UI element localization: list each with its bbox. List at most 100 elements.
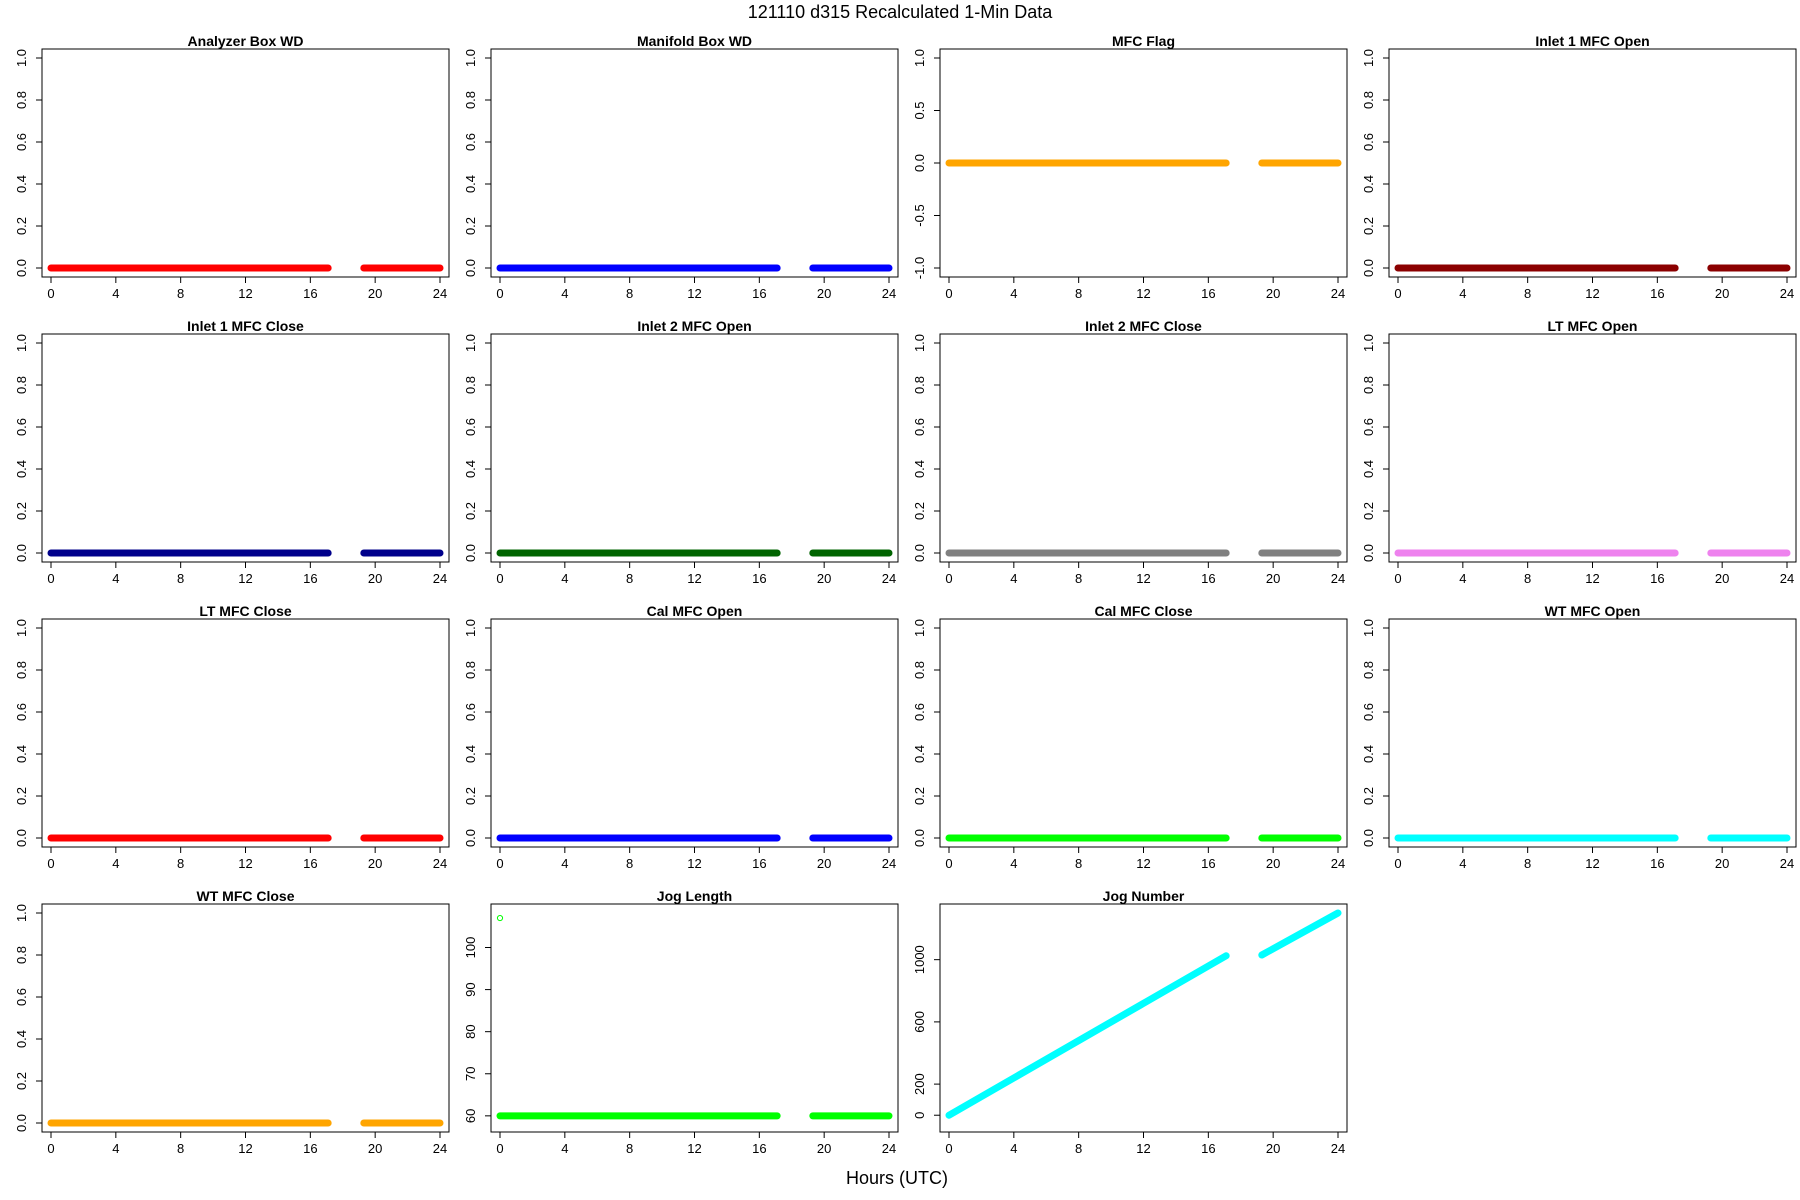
x-tick-label: 4 <box>1459 571 1466 586</box>
panel-title: Analyzer Box WD <box>188 33 304 49</box>
y-tick-label: 0.0 <box>14 829 29 847</box>
panel-title: Inlet 1 MFC Close <box>187 318 304 334</box>
x-tick-label: 4 <box>1459 286 1466 301</box>
x-tick-label: 4 <box>561 856 568 871</box>
x-tick-label: 4 <box>112 286 119 301</box>
y-tick-label: 0.2 <box>912 502 927 520</box>
y-tick-label: 0.8 <box>14 661 29 679</box>
x-tick-label: 8 <box>1075 856 1082 871</box>
y-tick-label: 0.0 <box>14 259 29 277</box>
y-tick-label: 0.8 <box>912 376 927 394</box>
y-tick-label: 0.0 <box>1361 829 1376 847</box>
x-tick-label: 4 <box>561 1141 568 1156</box>
x-tick-label: 20 <box>817 286 831 301</box>
x-tick-label: 8 <box>177 1141 184 1156</box>
x-tick-label: 0 <box>496 571 503 586</box>
y-tick-label: 0.2 <box>1361 502 1376 520</box>
x-tick-label: 4 <box>112 856 119 871</box>
x-tick-label: 0 <box>47 286 54 301</box>
y-tick-label: 0.4 <box>14 1030 29 1048</box>
x-tick-label: 20 <box>817 856 831 871</box>
x-tick-label: 8 <box>1075 571 1082 586</box>
panel-title: WT MFC Close <box>197 888 295 904</box>
y-tick-label: 60 <box>463 1109 478 1123</box>
y-tick-label: 0.8 <box>14 91 29 109</box>
y-tick-label: 1.0 <box>463 49 478 67</box>
x-tick-label: 4 <box>1010 856 1017 871</box>
y-tick-label: 0.4 <box>14 460 29 478</box>
y-tick-label: 0.4 <box>912 745 927 763</box>
y-tick-label: 0.8 <box>1361 661 1376 679</box>
x-tick-label: 8 <box>177 286 184 301</box>
x-tick-label: 20 <box>1266 571 1280 586</box>
panel-4: Inlet 1 MFC Open 0 4 8 12 16 20 24 0.0 0.2 0.4 0.6 0… <box>1361 33 1797 301</box>
panel-14: Jog Length 0 4 8 12 16 20 24 60 70 80 90 100 <box>463 888 899 1156</box>
y-tick-label: 0.0 <box>14 1114 29 1132</box>
y-tick-label: 0.2 <box>1361 217 1376 235</box>
x-tick-label: 20 <box>817 1141 831 1156</box>
y-tick-label: 0.2 <box>463 787 478 805</box>
x-tick-label: 12 <box>1136 571 1150 586</box>
y-tick-label: 1.0 <box>463 619 478 637</box>
y-tick-label: 0.0 <box>463 259 478 277</box>
y-tick-label: 0.2 <box>14 502 29 520</box>
y-tick-label: 0.6 <box>14 988 29 1006</box>
y-tick-label: 0.0 <box>912 829 927 847</box>
x-tick-label: 0 <box>47 1141 54 1156</box>
x-tick-label: 24 <box>882 1141 896 1156</box>
series-segment <box>1258 909 1342 959</box>
y-tick-label: 80 <box>463 1024 478 1038</box>
plot-frame <box>490 903 899 1133</box>
x-tick-label: 8 <box>1524 286 1531 301</box>
x-tick-label: 16 <box>303 1141 317 1156</box>
panel-title: Jog Number <box>1103 888 1185 904</box>
x-tick-label: 12 <box>687 571 701 586</box>
plot-frame <box>490 618 899 848</box>
x-tick-label: 20 <box>368 1141 382 1156</box>
x-tick-label: 8 <box>1075 286 1082 301</box>
x-tick-label: 24 <box>433 286 447 301</box>
x-tick-label: 20 <box>368 286 382 301</box>
x-tick-label: 24 <box>1331 571 1345 586</box>
y-tick-label: 0.4 <box>463 460 478 478</box>
plot-frame <box>1388 618 1797 848</box>
x-tick-label: 24 <box>882 286 896 301</box>
x-tick-label: 24 <box>882 571 896 586</box>
y-tick-label: 0.6 <box>463 703 478 721</box>
x-tick-label: 24 <box>1331 856 1345 871</box>
x-tick-label: 24 <box>1780 571 1794 586</box>
x-tick-label: 16 <box>1650 571 1664 586</box>
x-tick-label: 20 <box>1715 856 1729 871</box>
x-tick-label: 0 <box>496 1141 503 1156</box>
y-tick-label: 1.0 <box>463 334 478 352</box>
x-tick-label: 12 <box>238 286 252 301</box>
x-tick-label: 24 <box>1780 286 1794 301</box>
y-tick-label: 0.8 <box>1361 91 1376 109</box>
y-tick-label: 0.6 <box>1361 703 1376 721</box>
plot-frame <box>41 618 450 848</box>
x-tick-label: 16 <box>1650 856 1664 871</box>
x-tick-label: 8 <box>1524 571 1531 586</box>
y-tick-label: 0.0 <box>14 544 29 562</box>
y-tick-label: 0.4 <box>463 175 478 193</box>
y-tick-label: 0.8 <box>463 661 478 679</box>
y-tick-label: 0.8 <box>463 376 478 394</box>
x-tick-label: 16 <box>1650 286 1664 301</box>
x-tick-label: 24 <box>1331 286 1345 301</box>
y-tick-label: 0.8 <box>1361 376 1376 394</box>
x-tick-label: 8 <box>626 286 633 301</box>
y-tick-label: 0.6 <box>14 418 29 436</box>
y-tick-label: 0.0 <box>463 544 478 562</box>
x-tick-label: 8 <box>626 856 633 871</box>
y-tick-label: 0.0 <box>1361 259 1376 277</box>
y-tick-label: 1.0 <box>14 904 29 922</box>
y-tick-label: 1.0 <box>1361 334 1376 352</box>
y-tick-label: 0.8 <box>912 661 927 679</box>
x-tick-label: 16 <box>303 571 317 586</box>
x-tick-label: 24 <box>433 1141 447 1156</box>
panel-title: WT MFC Open <box>1545 603 1641 619</box>
y-tick-label: 0.6 <box>463 418 478 436</box>
x-tick-label: 16 <box>752 571 766 586</box>
y-tick-label: 90 <box>463 982 478 996</box>
x-tick-label: 0 <box>945 571 952 586</box>
